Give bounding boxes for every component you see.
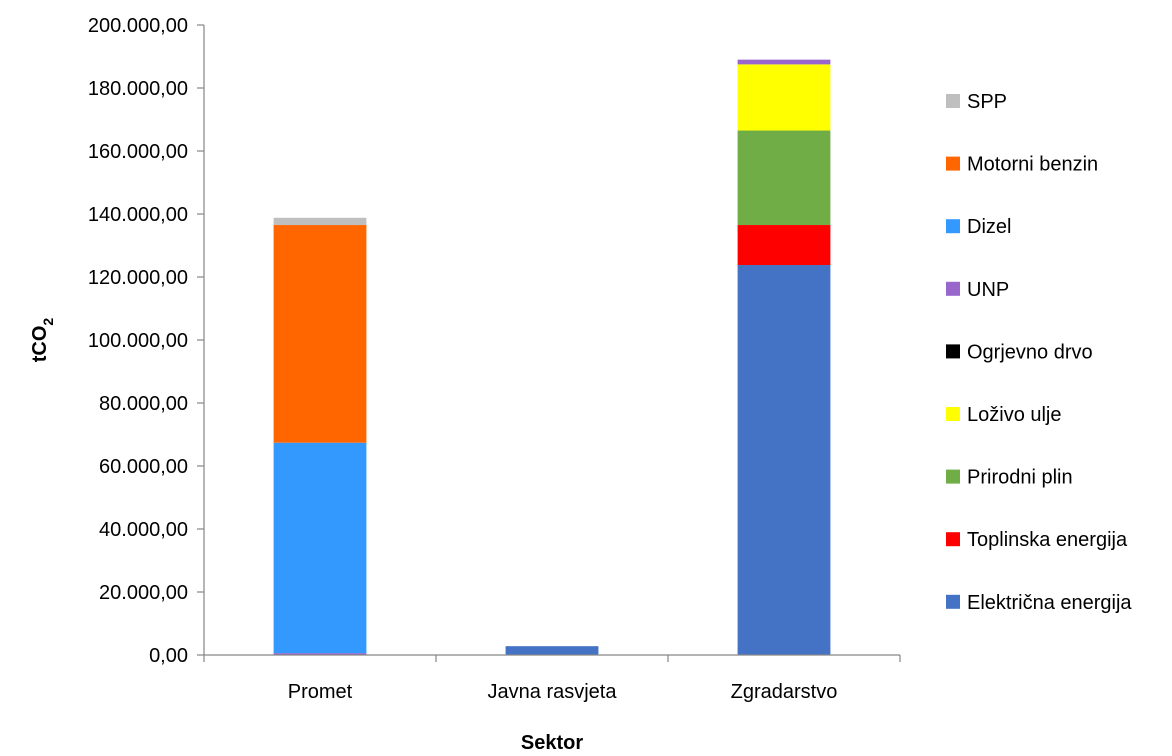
legend-label: Motorni benzin bbox=[967, 154, 1098, 176]
legend-swatch bbox=[946, 219, 960, 234]
legend-label: Prirodni plin bbox=[967, 467, 1073, 489]
legend-swatch bbox=[946, 469, 960, 484]
y-tick-label: 120.000,00 bbox=[88, 267, 188, 289]
legend-label: Ogrjevno drvo bbox=[967, 341, 1093, 363]
bar-segment bbox=[273, 653, 367, 655]
bar-segment bbox=[737, 130, 831, 226]
y-tick-label: 160.000,00 bbox=[88, 141, 188, 163]
bar-segment bbox=[737, 225, 831, 266]
bar-segment bbox=[505, 646, 599, 655]
y-tick-label: 80.000,00 bbox=[99, 393, 188, 415]
x-axis-ticks: Promet Javna rasvjeta Zgradarstvo bbox=[203, 655, 901, 703]
y-axis-ticks: 0,00 20.000,00 40.000,00 60.000,00 80.000,00… bbox=[88, 15, 205, 667]
legend-swatch bbox=[946, 94, 960, 108]
bar-segment bbox=[737, 265, 831, 655]
bar-segment bbox=[273, 442, 367, 654]
legend-label: Loživo ulje bbox=[967, 404, 1062, 426]
x-axis-title: Sektor bbox=[521, 732, 583, 754]
bar-segment bbox=[273, 225, 367, 443]
y-tick-label: 200.000,00 bbox=[88, 15, 188, 37]
y-tick-label: 40.000,00 bbox=[99, 519, 188, 541]
y-tick-label: 100.000,00 bbox=[88, 330, 188, 352]
legend-swatch bbox=[946, 281, 960, 296]
y-axis-title: tCO2 bbox=[29, 318, 56, 363]
legend-label: Dizel bbox=[967, 216, 1011, 238]
legend-swatch bbox=[946, 344, 960, 359]
legend-label: UNP bbox=[967, 279, 1009, 301]
legend-swatch bbox=[946, 594, 960, 609]
y-tick-label: 180.000,00 bbox=[88, 78, 188, 100]
legend-label: Električna energija bbox=[967, 592, 1132, 614]
legend: SPP Motorni benzin Dizel UNP Ogrjevno drvo Lo… bbox=[946, 91, 1132, 614]
legend-label: SPP bbox=[967, 91, 1007, 113]
x-category-label: Promet bbox=[288, 681, 353, 703]
bar-segment bbox=[273, 217, 367, 226]
bar-segment bbox=[737, 59, 831, 65]
legend-swatch bbox=[946, 407, 960, 421]
bars bbox=[273, 59, 831, 655]
x-category-label: Javna rasvjeta bbox=[488, 681, 618, 703]
y-tick-label: 0,00 bbox=[149, 645, 188, 667]
x-category-label: Zgradarstvo bbox=[731, 681, 838, 703]
y-tick-label: 60.000,00 bbox=[99, 456, 188, 478]
legend-swatch bbox=[946, 532, 960, 547]
bar-segment bbox=[737, 64, 831, 131]
legend-label: Toplinska energija bbox=[967, 529, 1128, 551]
y-tick-label: 20.000,00 bbox=[99, 582, 188, 604]
legend-swatch bbox=[946, 156, 960, 171]
y-tick-label: 140.000,00 bbox=[88, 204, 188, 226]
